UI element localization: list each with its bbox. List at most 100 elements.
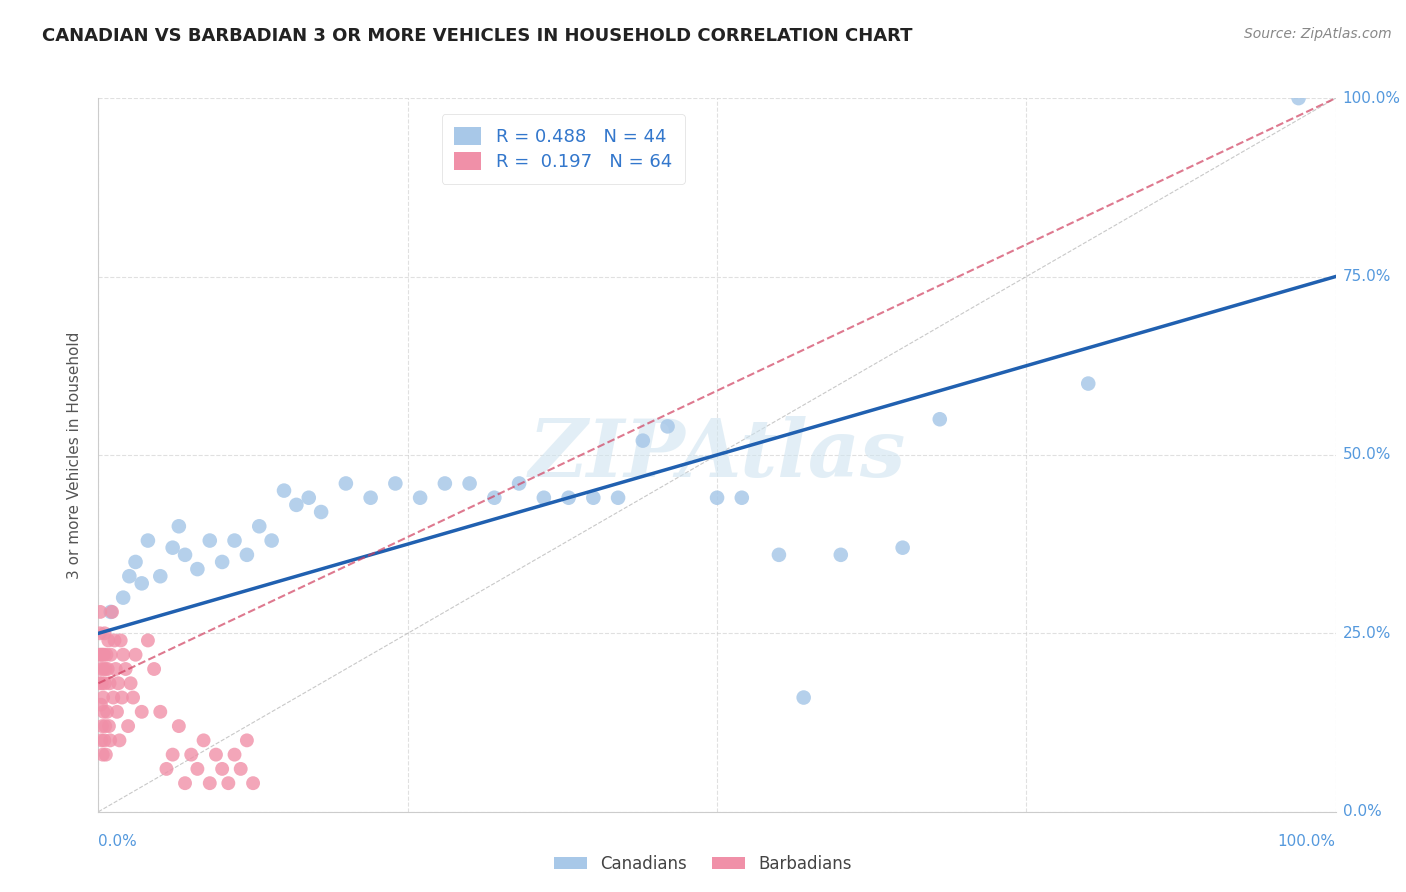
Point [768,548,790,562]
Text: 100.0%: 100.0% [1278,834,1336,849]
Point [117,719,139,733]
Legend: Canadians, Barbadians: Canadians, Barbadians [547,848,859,880]
Text: 0.0%: 0.0% [1343,805,1382,819]
Point [928,412,950,426]
Text: Source: ZipAtlas.com: Source: ZipAtlas.com [1244,27,1392,41]
Point [98,733,121,747]
Point [112,591,135,605]
Point [101,605,124,619]
Point [118,569,141,583]
Point [93,733,115,747]
Text: 0.0%: 0.0% [98,834,138,849]
Point [108,733,131,747]
Point [131,705,153,719]
Point [458,476,481,491]
Point [103,690,125,705]
Point [731,491,754,505]
Point [533,491,555,505]
Point [198,533,221,548]
Point [433,476,456,491]
Point [211,762,233,776]
Point [236,733,259,747]
Point [103,633,125,648]
Point [89,605,111,619]
Point [706,491,728,505]
Point [93,662,115,676]
Point [273,483,295,498]
Point [90,698,112,712]
Point [97,633,120,648]
Point [149,705,172,719]
Point [830,548,852,562]
Point [217,776,239,790]
Point [193,733,215,747]
Point [167,519,190,533]
Point [198,776,221,790]
Point [242,776,264,790]
Point [247,519,270,533]
Point [110,633,132,648]
Legend: R = 0.488   N = 44, R =  0.197   N = 64: R = 0.488 N = 44, R = 0.197 N = 64 [441,114,685,184]
Point [91,690,114,705]
Point [229,762,252,776]
Point [285,498,308,512]
Point [89,648,111,662]
Point [360,491,382,505]
Point [607,491,630,505]
Point [143,662,166,676]
Point [94,676,117,690]
Point [94,719,117,733]
Point [124,648,146,662]
Point [89,676,111,690]
Point [167,719,190,733]
Point [91,719,114,733]
Point [236,548,259,562]
Point [631,434,654,448]
Point [98,676,121,690]
Point [107,676,129,690]
Point [89,626,111,640]
Point [891,541,914,555]
Point [111,690,134,705]
Point [90,648,112,662]
Point [104,662,127,676]
Point [122,690,145,705]
Text: 25.0%: 25.0% [1343,626,1391,640]
Point [298,491,321,505]
Point [97,662,120,676]
Point [131,576,153,591]
Point [1077,376,1099,391]
Point [409,491,432,505]
Point [90,676,112,690]
Point [180,747,202,762]
Text: 100.0%: 100.0% [1343,91,1400,105]
Point [260,533,283,548]
Point [91,747,114,762]
Point [224,533,246,548]
Point [93,626,115,640]
Point [97,719,120,733]
Point [96,705,118,719]
Point [90,662,112,676]
Point [657,419,679,434]
Point [96,648,118,662]
Point [94,662,117,676]
Point [309,505,332,519]
Point [93,705,115,719]
Point [105,705,128,719]
Point [205,747,228,762]
Point [114,662,136,676]
Text: ZIPAtlas: ZIPAtlas [529,417,905,493]
Point [100,648,122,662]
Point [162,541,184,555]
Point [90,733,112,747]
Point [124,555,146,569]
Point [508,476,530,491]
Point [211,555,233,569]
Point [155,762,177,776]
Point [100,605,122,619]
Point [174,776,197,790]
Point [484,491,506,505]
Point [91,648,114,662]
Point [582,491,605,505]
